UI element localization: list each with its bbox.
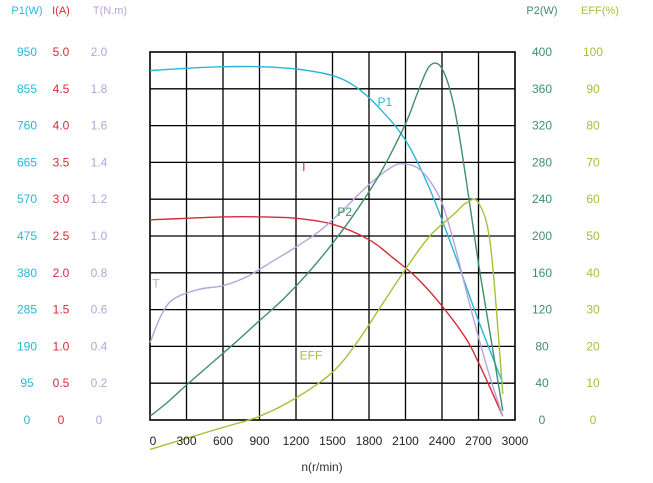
series-label-t: T	[152, 277, 160, 291]
x-tick-label: 1800	[356, 434, 383, 448]
axis-tick-t: 1.8	[91, 82, 108, 96]
x-tick-label: 1200	[283, 434, 310, 448]
series-label-i: I	[302, 160, 305, 174]
axis-tick-i: 2.5	[53, 229, 70, 243]
axis-tick-p2: 40	[535, 376, 549, 390]
axis-tick-i: 1.5	[53, 303, 70, 317]
axis-tick-eff: 90	[586, 82, 600, 96]
axis-tick-eff: 40	[586, 266, 600, 280]
x-tick-label: 600	[213, 434, 233, 448]
series-line-p1	[149, 65, 504, 384]
x-tick-label: 300	[176, 434, 196, 448]
axis-tick-p1: 665	[17, 155, 37, 169]
x-tick-label: 2400	[429, 434, 456, 448]
axis-tick-p2: 360	[532, 82, 552, 96]
axis-tick-p1: 570	[17, 192, 37, 206]
axis-tick-t: 0.6	[91, 303, 108, 317]
x-tick-label: 2700	[465, 434, 492, 448]
axis-tick-p2: 80	[535, 339, 549, 353]
chart-axes: 0 300 600 900 1200 1500 1800 2100 2400 2700 3000P1…	[11, 5, 619, 448]
axis-tick-i: 0	[58, 413, 65, 427]
series-line-p2	[149, 62, 504, 417]
axis-tick-eff: 30	[586, 303, 600, 317]
axis-tick-t: 1.4	[91, 155, 108, 169]
axis-tick-i: 2.0	[53, 266, 70, 280]
axis-tick-t: 0.8	[91, 266, 108, 280]
series-line-i	[149, 215, 504, 417]
axis-tick-eff: 50	[586, 229, 600, 243]
x-tick-label: 0	[150, 434, 157, 448]
axis-header-eff: EFF(%)	[581, 5, 619, 17]
axis-header-i: I(A)	[52, 5, 70, 17]
axis-tick-p2: 400	[532, 45, 552, 59]
axis-tick-p1: 190	[17, 339, 37, 353]
axis-tick-p2: 240	[532, 192, 552, 206]
series-line-t	[149, 163, 504, 417]
axis-tick-eff: 0	[590, 413, 597, 427]
axis-tick-t: 0.2	[91, 376, 108, 390]
x-tick-label: 2100	[392, 434, 419, 448]
axis-tick-p2: 280	[532, 155, 552, 169]
x-tick-label: 900	[249, 434, 269, 448]
chart-grid	[149, 51, 516, 421]
axis-tick-p1: 475	[17, 229, 37, 243]
axis-header-t: T(N.m)	[93, 5, 127, 17]
x-axis-label: n(r/min)	[301, 460, 342, 474]
axis-tick-eff: 70	[586, 155, 600, 169]
axis-tick-i: 5.0	[53, 45, 70, 59]
chart-series	[149, 62, 504, 451]
axis-tick-eff: 60	[586, 192, 600, 206]
axis-tick-t: 1.6	[91, 119, 108, 133]
axis-tick-i: 3.5	[53, 155, 70, 169]
axis-tick-p1: 855	[17, 82, 37, 96]
chart-series-labels: P1 I T P2 EFF	[152, 95, 392, 362]
axis-tick-p2: 120	[532, 303, 552, 317]
axis-tick-i: 4.0	[53, 119, 70, 133]
axis-tick-t: 1.2	[91, 192, 108, 206]
axis-tick-p2: 160	[532, 266, 552, 280]
axis-tick-t: 0	[96, 413, 103, 427]
axis-tick-t: 1.0	[91, 229, 108, 243]
axis-tick-p1: 760	[17, 119, 37, 133]
x-tick-label: 3000	[502, 434, 529, 448]
axis-tick-p1: 0	[24, 413, 31, 427]
axis-tick-i: 4.5	[53, 82, 70, 96]
series-label-eff: EFF	[300, 348, 323, 362]
axis-tick-p2: 320	[532, 119, 552, 133]
axis-header-p2: P2(W)	[526, 5, 557, 17]
axis-tick-i: 1.0	[53, 339, 70, 353]
axis-header-p1: P1(W)	[11, 5, 42, 17]
x-tick-label: 1500	[319, 434, 346, 448]
axis-tick-t: 0.4	[91, 339, 108, 353]
axis-tick-p1: 380	[17, 266, 37, 280]
series-label-p2: P2	[337, 205, 352, 219]
axis-tick-eff: 100	[583, 45, 603, 59]
axis-tick-eff: 20	[586, 339, 600, 353]
axis-tick-p2: 0	[539, 413, 546, 427]
axis-tick-p1: 285	[17, 303, 37, 317]
axis-tick-p1: 950	[17, 45, 37, 59]
axis-tick-i: 3.0	[53, 192, 70, 206]
axis-tick-p2: 200	[532, 229, 552, 243]
axis-tick-t: 2.0	[91, 45, 108, 59]
series-line-eff	[149, 198, 504, 451]
axis-tick-p1: 95	[20, 376, 34, 390]
series-label-p1: P1	[378, 95, 393, 109]
axis-tick-eff: 10	[586, 376, 600, 390]
axis-tick-i: 0.5	[53, 376, 70, 390]
axis-tick-eff: 80	[586, 119, 600, 133]
